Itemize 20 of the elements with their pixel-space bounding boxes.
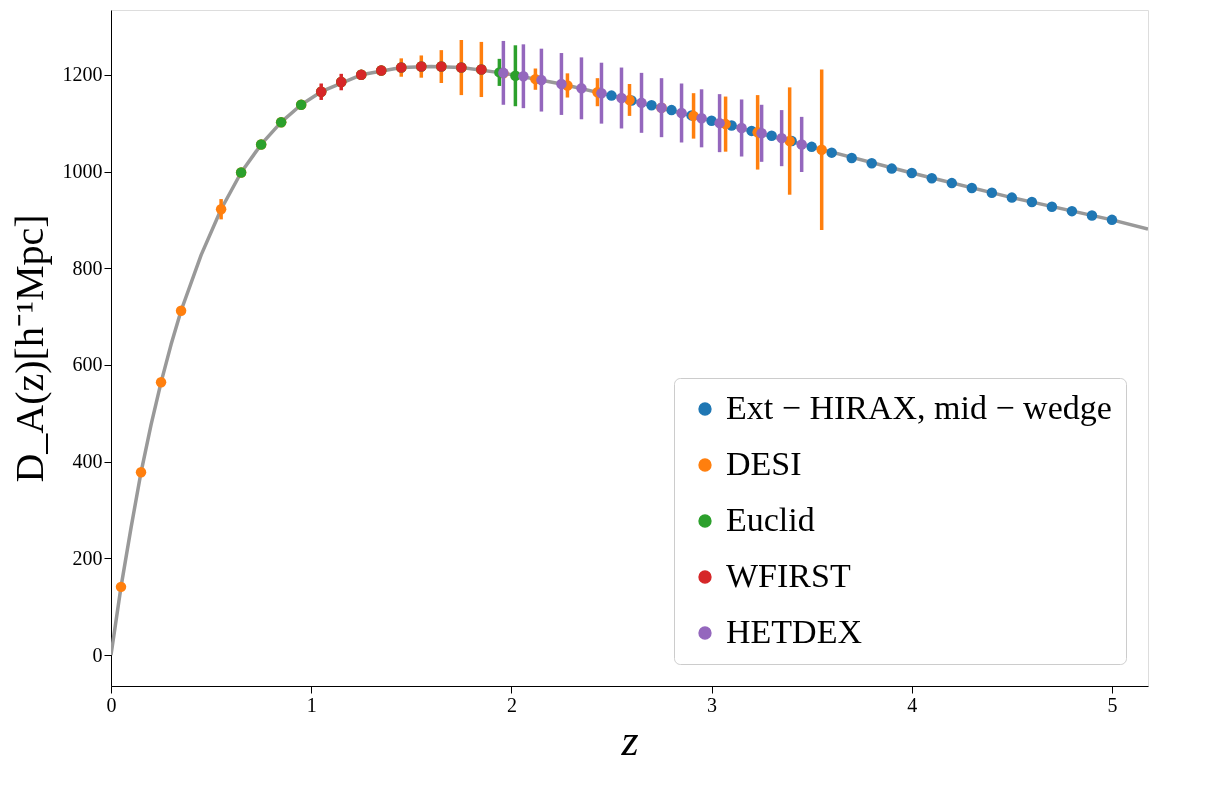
x-tick-label: 3: [707, 693, 718, 716]
x-tick-label: 2: [506, 693, 517, 716]
x-tick-label: 0: [106, 693, 117, 716]
y-tick-label: 1000: [62, 160, 103, 183]
legend-label: HETDEX: [726, 613, 862, 650]
y-tick-label: 0: [92, 643, 103, 666]
y-tick-label: 800: [72, 256, 103, 279]
legend-label: DESI: [726, 445, 802, 482]
x-tick-label: 1: [306, 693, 317, 716]
y-tick-label: 400: [72, 450, 103, 473]
y-tick-label: 200: [72, 546, 103, 569]
legend-label: Euclid: [726, 501, 815, 538]
y-axis-title: D_A(z)[h⁻¹Mpc]: [6, 214, 52, 483]
y-tick-label: 1200: [62, 63, 103, 86]
x-axis-title: z: [620, 715, 639, 765]
legend-label: Ext − HIRAX, mid − wedge: [726, 389, 1112, 426]
x-tick-label: 5: [1107, 693, 1118, 716]
legend-label: WFIRST: [726, 557, 851, 594]
y-tick-label: 600: [72, 353, 103, 376]
x-tick-label: 4: [907, 693, 918, 716]
